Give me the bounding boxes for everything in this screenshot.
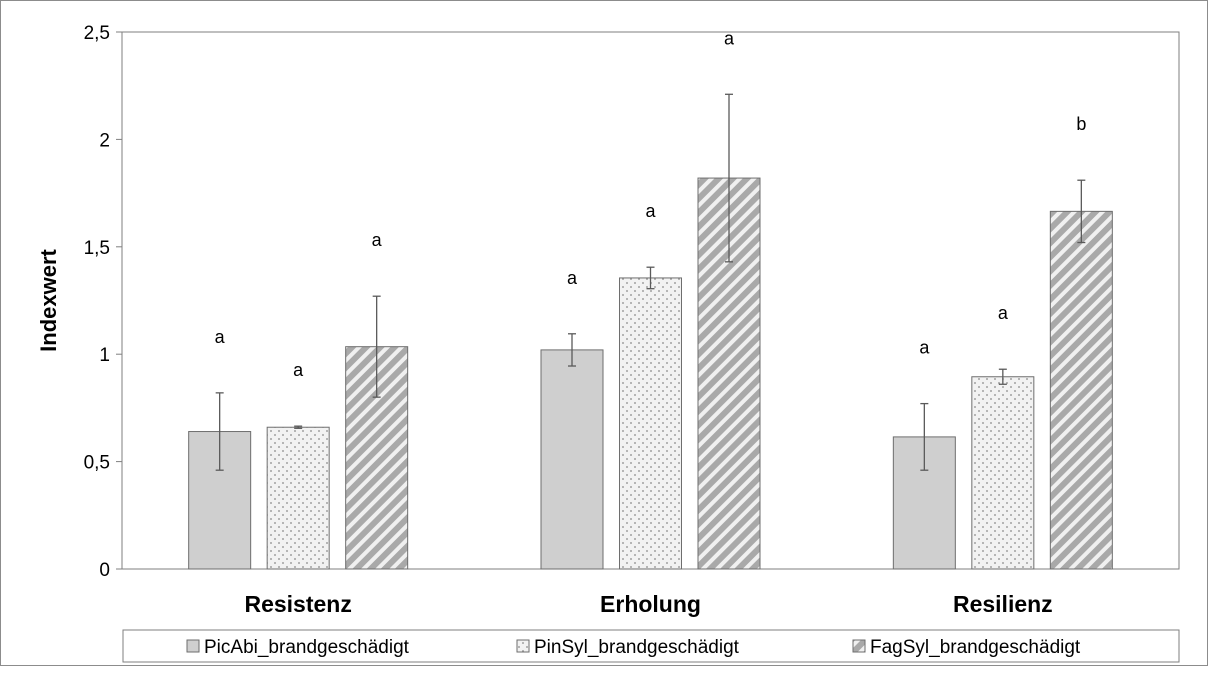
significance-letter: a [567,268,578,288]
significance-letter: a [645,201,656,221]
legend-swatch [852,639,866,653]
labels: Resistenz a a a Erholung a a a Resilienz a a b [215,28,1087,617]
significance-letter: a [293,360,304,380]
y-axis-label: Indexwert [36,248,61,351]
y-tick-label: 1,5 [84,238,110,259]
legend: PicAbi_brandgeschädigt PinSyl_brandgeschä… [122,629,1180,663]
bar [1049,210,1113,570]
bars [188,93,1113,570]
y-tick-label: 0,5 [84,453,110,474]
category-label: Erholung [600,591,701,617]
y-tick-label: 0 [99,560,110,581]
significance-letter: a [919,338,930,358]
bar [971,376,1035,570]
significance-letter: a [998,303,1009,323]
legend-label: FagSyl_brandgeschädigt [870,637,1081,658]
category-label: Resistenz [244,591,351,617]
y-tick-label: 1 [99,345,110,366]
significance-letter: a [372,230,383,250]
significance-letter: a [724,28,735,48]
category-label: Resilienz [953,591,1053,617]
y-tick-label: 2,5 [84,23,110,44]
legend-box [122,629,1180,663]
bar [619,277,682,570]
bar [266,426,330,570]
bar [540,349,604,570]
legend-label: PinSyl_brandgeschädigt [534,637,740,658]
legend-label: PicAbi_brandgeschädigt [204,637,410,658]
significance-letter: b [1076,114,1086,134]
legend-swatch [186,639,200,653]
y-tick-label: 2 [99,130,110,151]
legend-swatch [516,639,530,653]
significance-letter: a [215,327,226,347]
